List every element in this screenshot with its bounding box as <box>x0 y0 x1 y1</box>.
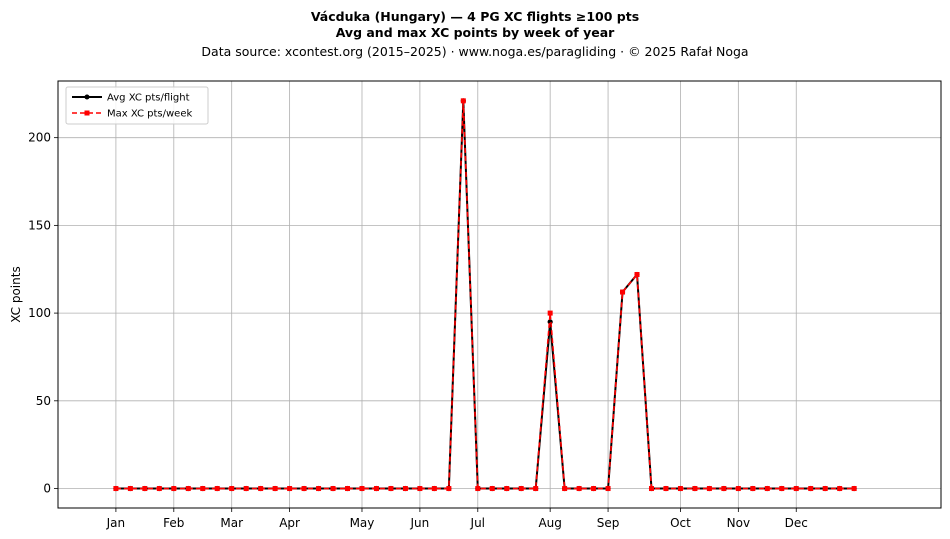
y-axis-label: XC points <box>9 266 23 322</box>
data-point-max <box>417 486 423 492</box>
data-point-max <box>808 486 814 492</box>
legend-marker-avg <box>84 94 90 100</box>
data-point-max <box>316 486 322 492</box>
chart-subtitle: Avg and max XC points by week of year <box>336 25 615 40</box>
series-layer <box>113 98 857 492</box>
data-point-max <box>200 486 206 492</box>
data-point-max <box>431 486 437 492</box>
data-point-max <box>142 486 148 492</box>
data-point-max <box>721 486 727 492</box>
data-point-max <box>547 310 553 316</box>
data-point-max <box>504 486 510 492</box>
x-tick-label: Feb <box>163 516 184 530</box>
data-point-max <box>214 486 220 492</box>
data-point-max <box>562 486 568 492</box>
chart-source: Data source: xcontest.org (2015–2025) · … <box>201 44 748 59</box>
data-point-max <box>851 486 857 492</box>
data-point-max <box>591 486 597 492</box>
x-tick-label: Oct <box>670 516 691 530</box>
data-point-max <box>518 486 524 492</box>
data-point-max <box>460 98 466 104</box>
data-point-max <box>489 486 495 492</box>
data-point-max <box>750 486 756 492</box>
data-point-max <box>533 486 539 492</box>
data-point-max <box>388 486 394 492</box>
data-point-max <box>648 486 654 492</box>
data-point-max <box>301 486 307 492</box>
data-point-max <box>793 486 799 492</box>
x-tick-label: Aug <box>538 516 561 530</box>
data-point-max <box>446 486 452 492</box>
x-tick-label: Jan <box>106 516 126 530</box>
x-tick-label: Jun <box>410 516 430 530</box>
data-point-max <box>345 486 351 492</box>
data-point-max <box>663 486 669 492</box>
data-point-max <box>272 486 278 492</box>
data-point-max <box>127 486 133 492</box>
plot-frame <box>57 80 942 509</box>
data-point-max <box>373 486 379 492</box>
x-tick-label: Jul <box>470 516 485 530</box>
y-tick-label: 0 <box>43 482 51 496</box>
data-point-max <box>620 289 626 295</box>
legend-label-max: Max XC pts/week <box>107 109 192 120</box>
data-point-max <box>171 486 177 492</box>
grid <box>58 81 941 508</box>
data-point-max <box>576 486 582 492</box>
data-point-max <box>229 486 235 492</box>
data-point-max <box>677 486 683 492</box>
chart-title: Vácduka (Hungary) — 4 PG XC flights ≥100… <box>311 9 639 24</box>
data-point-max <box>634 272 640 278</box>
x-tick-label: May <box>350 516 375 530</box>
data-point-max <box>359 486 365 492</box>
axes: Jan Feb Mar Apr May Jun Jul Aug Sep Oct Nov Dec 0 50 1… <box>28 131 808 530</box>
data-point-max <box>822 486 828 492</box>
x-tick-label: Apr <box>279 516 300 530</box>
data-point-max <box>330 486 336 492</box>
y-tick-label: 150 <box>28 218 51 232</box>
y-tick-label: 100 <box>28 306 51 320</box>
data-point-max <box>735 486 741 492</box>
data-point-max <box>258 486 264 492</box>
x-tick-label: Dec <box>785 516 808 530</box>
data-point-max <box>475 486 481 492</box>
data-point-avg <box>547 319 553 325</box>
data-point-max <box>706 486 712 492</box>
data-point-max <box>779 486 785 492</box>
data-point-max <box>764 486 770 492</box>
legend-marker-max <box>84 110 90 116</box>
x-tick-label: Mar <box>220 516 243 530</box>
x-tick-label: Nov <box>727 516 750 530</box>
series-line-avg <box>115 99 855 490</box>
y-tick-label: 50 <box>36 394 51 408</box>
data-point-max <box>185 486 191 492</box>
data-point-max <box>243 486 249 492</box>
data-point-max <box>287 486 293 492</box>
data-point-max <box>113 486 119 492</box>
series-line-max <box>115 100 855 490</box>
x-tick-label: Sep <box>597 516 620 530</box>
legend-label-avg: Avg XC pts/flight <box>107 93 190 104</box>
data-point-max <box>402 486 408 492</box>
data-point-max <box>837 486 843 492</box>
legend: Avg XC pts/flight Max XC pts/week <box>65 86 209 125</box>
data-point-max <box>605 486 611 492</box>
data-point-max <box>156 486 162 492</box>
data-point-max <box>692 486 698 492</box>
y-tick-label: 200 <box>28 131 51 145</box>
